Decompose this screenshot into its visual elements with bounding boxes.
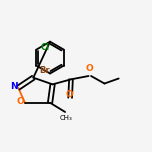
Text: N: N <box>10 82 17 91</box>
Text: O: O <box>85 64 93 73</box>
Text: O: O <box>16 97 24 106</box>
Text: Br: Br <box>40 66 50 75</box>
Text: Cl: Cl <box>40 43 50 52</box>
Text: O: O <box>65 90 73 99</box>
Text: CH₃: CH₃ <box>60 115 72 121</box>
